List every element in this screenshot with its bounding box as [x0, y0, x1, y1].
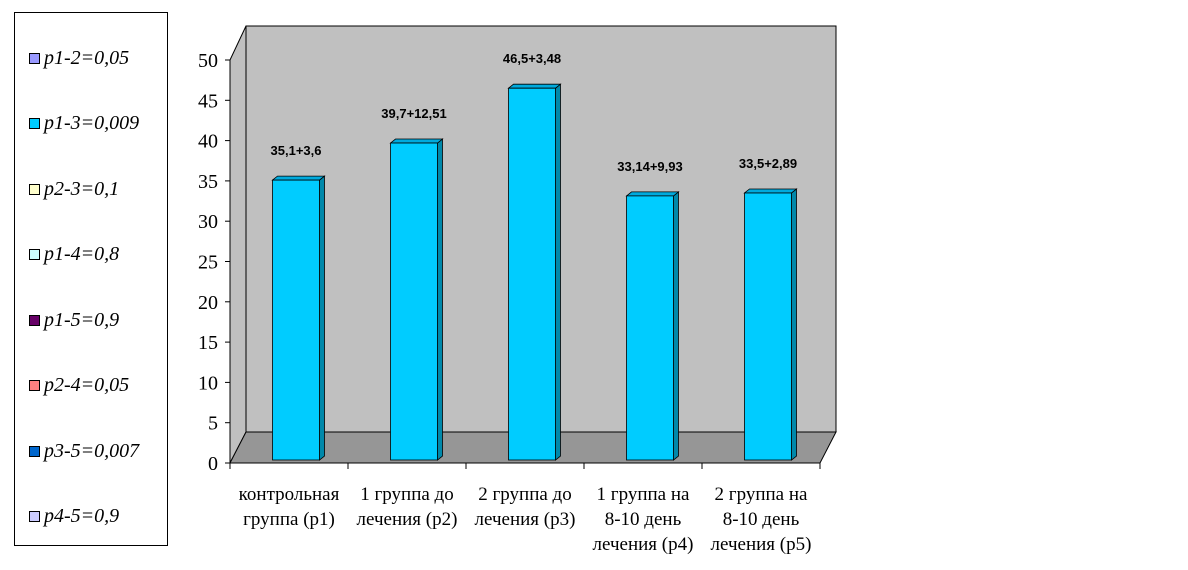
legend-swatch [29, 511, 40, 522]
data-label: 33,5+2,89 [739, 156, 797, 171]
y-tick-label: 0 [208, 453, 218, 475]
legend-label: p2-4=0,05 [44, 374, 130, 396]
y-tick-label: 50 [198, 50, 218, 72]
category-label: 2 группа на [715, 484, 808, 505]
legend-item: p1-4=0,8 [29, 243, 120, 266]
legend: p1-2=0,05 p1-3=0,009 p2-3=0,1 p1-4=0,8 p1-5=… [14, 12, 168, 546]
category-label: группа (p1) [243, 509, 335, 530]
y-tick-label: 40 [198, 131, 218, 153]
category-label: 8-10 день [723, 509, 800, 530]
legend-item: p1-5=0,9 [29, 309, 119, 331]
bar [625, 191, 680, 461]
legend-label: p1-4=0,8 [44, 243, 120, 265]
legend-label: p1-2=0,05 [44, 46, 130, 69]
bar [743, 188, 798, 461]
left-wall [229, 25, 247, 464]
legend-swatch [29, 52, 40, 64]
legend-item: p1-2=0,05 [29, 47, 129, 69]
bar [271, 175, 326, 461]
y-tick-label: 45 [198, 90, 218, 112]
category-label: 1 группа до [360, 484, 453, 505]
y-tick-label: 35 [198, 171, 218, 193]
legend-swatch [29, 118, 40, 129]
legend-item: p3-5=0,007 [29, 440, 139, 462]
legend-label: p2-3=0,1 [44, 177, 120, 200]
category-label: лечения (p5) [711, 534, 812, 555]
y-tick-label: 10 [198, 372, 218, 394]
legend-item: p4-5=0,9 [29, 505, 120, 528]
y-tick-label: 15 [198, 332, 218, 354]
category-label: 1 группа на [597, 484, 690, 505]
y-tick-label: 25 [198, 252, 218, 274]
legend-swatch [29, 314, 40, 326]
y-tick-label: 5 [208, 413, 218, 435]
bar [389, 138, 444, 461]
legend-label: p4-5=0,9 [44, 505, 120, 527]
category-label: лечения (p2) [357, 509, 458, 530]
legend-swatch [29, 445, 40, 457]
legend-swatch [29, 380, 40, 391]
category-label: 8-10 день [605, 509, 682, 530]
data-label: 33,14+9,93 [617, 159, 682, 174]
category-label: лечения (p3) [475, 509, 576, 530]
legend-item: p2-3=0,1 [29, 178, 119, 200]
y-tick-label: 20 [198, 292, 218, 314]
legend-label: p1-5=0,9 [44, 308, 120, 331]
data-label: 39,7+12,51 [381, 106, 446, 121]
legend-swatch [29, 249, 40, 260]
legend-swatch [29, 183, 40, 195]
bar [507, 83, 562, 461]
legend-item: p1-3=0,009 [29, 112, 140, 135]
data-label: 46,5+3,48 [503, 51, 561, 66]
legend-label: p1-3=0,009 [44, 112, 140, 134]
category-label: лечения (p4) [593, 534, 694, 555]
legend-label: p3-5=0,007 [44, 439, 140, 462]
y-tick-label: 30 [198, 211, 218, 233]
category-label: контрольная [239, 484, 340, 505]
category-label: 2 группа до [478, 484, 571, 505]
data-label: 35,1+3,6 [271, 143, 322, 158]
legend-item: p2-4=0,05 [29, 374, 130, 397]
